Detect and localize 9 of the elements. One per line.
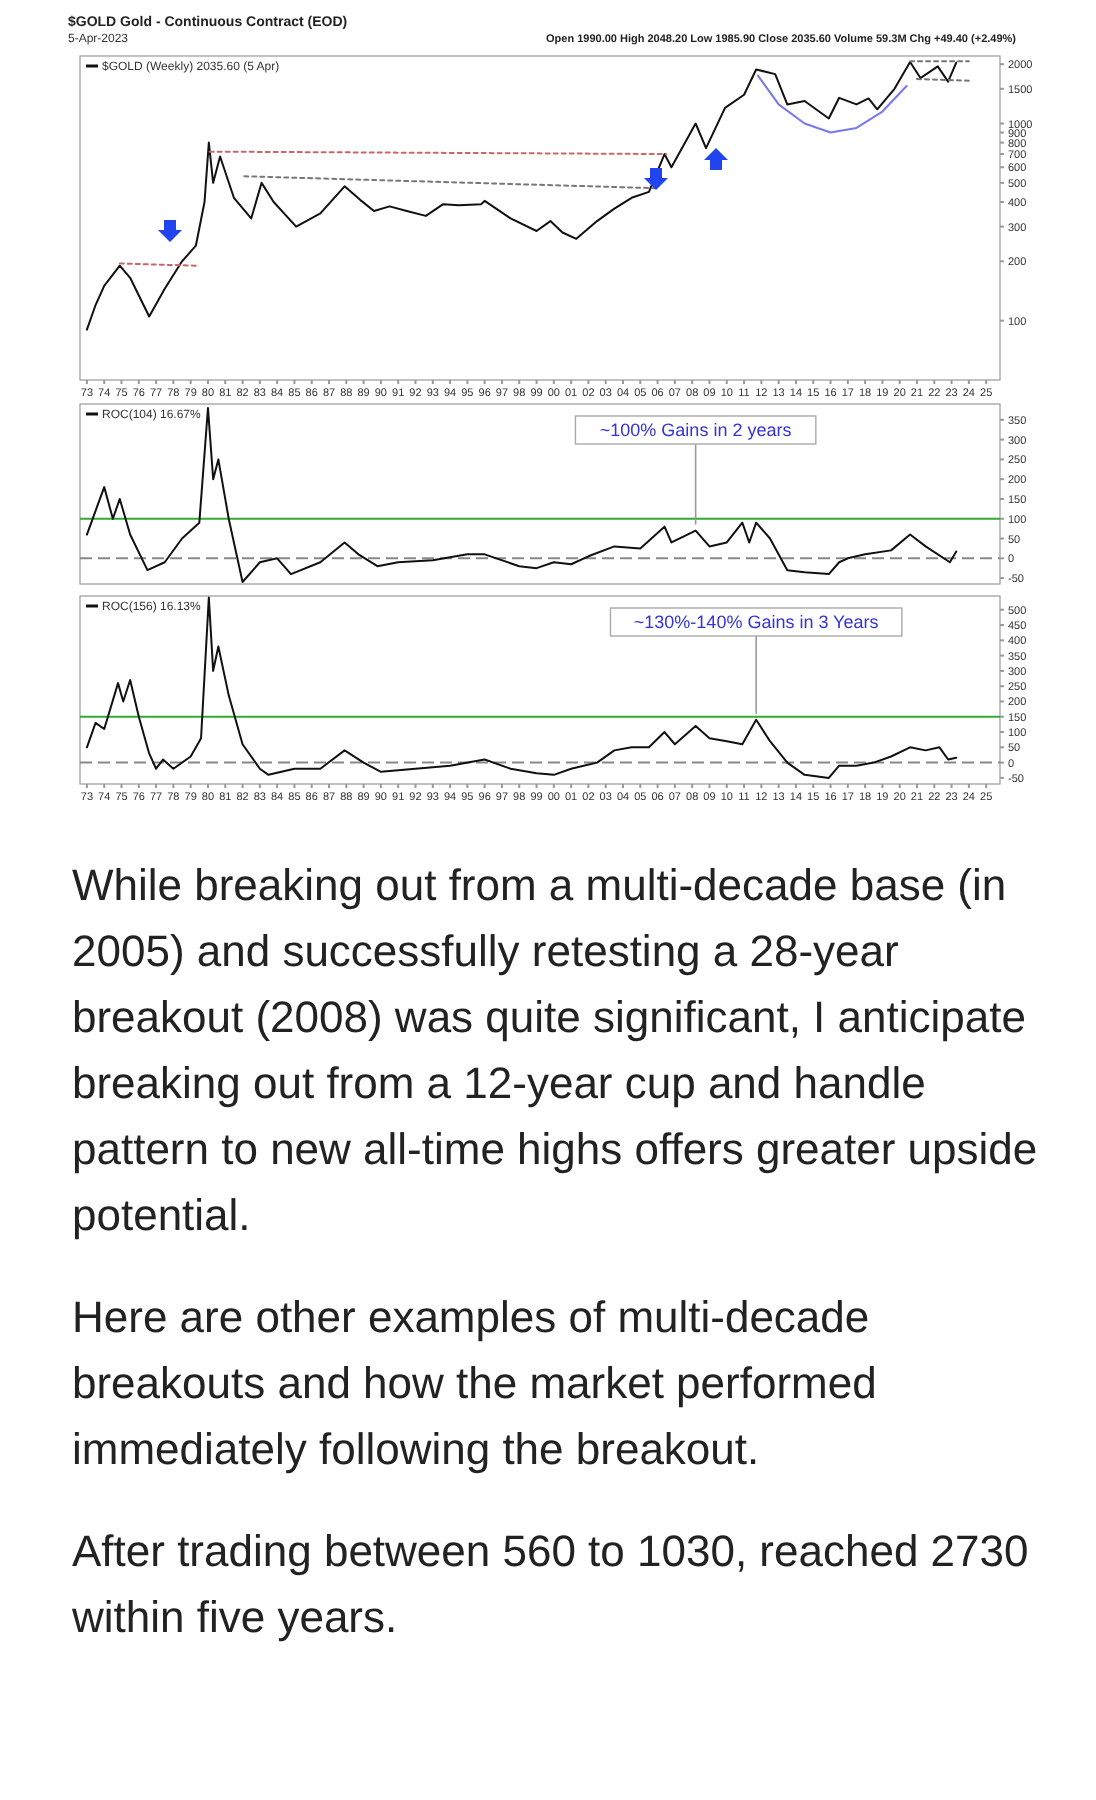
line-series xyxy=(85,596,958,779)
text: While breaking out from a multi-decade base (in 2005) and successfully retesting a 28-year breakout (2008) was quite significant, I anticipate breaking out from a 12-year cup and handle pattern to new all-time highs offers greater upside potential. xyxy=(72,858,1040,1244)
text: Here are other examples of multi-decade breakouts and how the market performed immediately following the breakout. xyxy=(72,1290,879,1478)
line-series xyxy=(85,406,958,584)
line-series xyxy=(85,61,958,331)
line-series xyxy=(756,74,908,134)
annotation: ~100% Gains in 2 years xyxy=(599,420,793,440)
annotation: ~130%-140% Gains in 3 Years xyxy=(633,612,880,632)
text: After trading between 560 to 1030, reached 2730 within five years. xyxy=(72,1524,1031,1646)
